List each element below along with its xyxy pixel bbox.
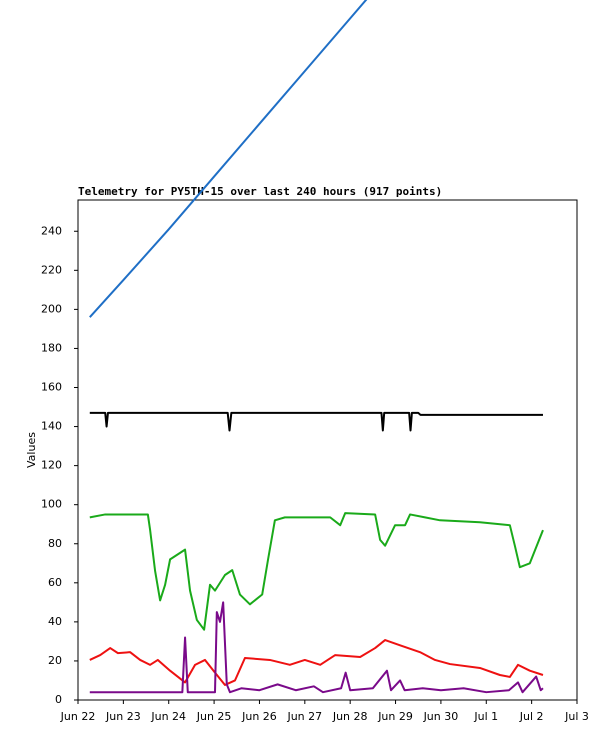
y-tick-label: 200 <box>41 302 62 315</box>
x-tick-label: Jun 27 <box>286 710 322 723</box>
y-tick-label: 40 <box>48 615 62 628</box>
x-tick-label: Jun 25 <box>196 710 232 723</box>
x-tick-label: Jun 28 <box>332 710 368 723</box>
y-tick-label: 20 <box>48 654 62 667</box>
y-tick-label: 80 <box>48 537 62 550</box>
x-tick-label: Jul 3 <box>564 710 589 723</box>
series-line <box>89 512 544 631</box>
series-line <box>89 639 544 686</box>
series-line <box>89 0 368 318</box>
series-line <box>89 601 544 694</box>
plot-frame <box>77 199 578 701</box>
chart-title: Telemetry for PY5TH-15 over last 240 hou… <box>78 185 442 198</box>
y-tick-label: 140 <box>41 420 62 433</box>
x-tick-label: Jun 29 <box>377 710 413 723</box>
y-tick-label: 240 <box>41 224 62 237</box>
series-line <box>89 411 543 432</box>
y-tick-label: 100 <box>41 498 62 511</box>
y-tick-label: 220 <box>41 263 62 276</box>
x-tick-label: Jun 22 <box>60 710 96 723</box>
x-tick-label: Jun 26 <box>241 710 277 723</box>
x-tick-label: Jun 23 <box>105 710 141 723</box>
y-tick-label: 160 <box>41 381 62 394</box>
y-tick-label: 180 <box>41 341 62 354</box>
y-tick-label: 0 <box>55 693 62 706</box>
x-tick-label: Jun 30 <box>423 710 459 723</box>
x-tick-label: Jul 2 <box>519 710 544 723</box>
y-axis-label: Values <box>25 432 38 468</box>
x-tick-label: Jun 24 <box>150 710 186 723</box>
y-tick-label: 120 <box>41 459 62 472</box>
y-tick-label: 60 <box>48 576 62 589</box>
x-tick-label: Jul 1 <box>473 710 498 723</box>
